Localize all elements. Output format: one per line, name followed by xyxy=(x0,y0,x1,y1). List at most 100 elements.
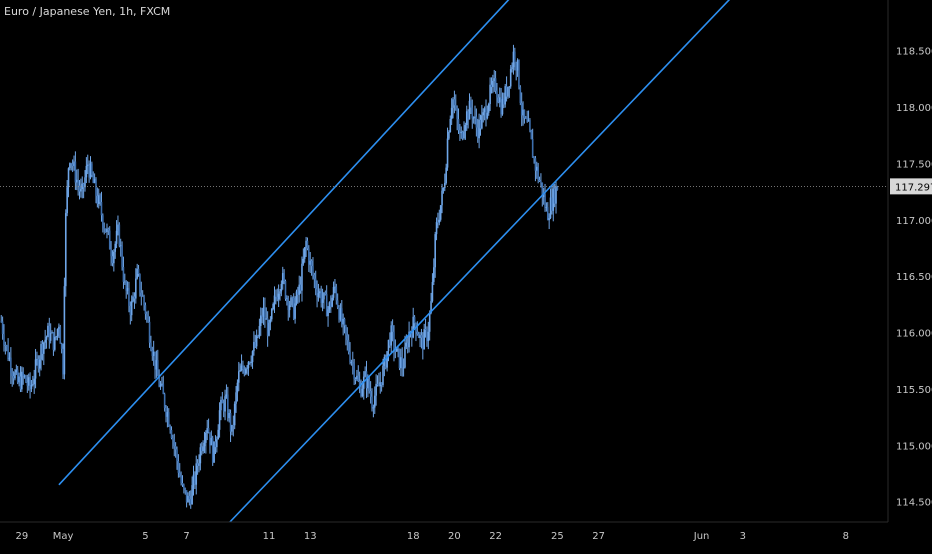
y-tick-label: 118.000 xyxy=(896,103,932,114)
candle-body xyxy=(483,108,486,113)
candle-body xyxy=(232,424,235,426)
candle-body xyxy=(93,179,96,183)
candle-body xyxy=(419,335,421,338)
candle-body xyxy=(331,297,333,307)
candle-body xyxy=(235,392,237,404)
candle-body xyxy=(346,335,349,341)
candle-body xyxy=(431,281,434,302)
candle-body xyxy=(239,370,241,372)
candle-body xyxy=(159,385,162,387)
candle-body xyxy=(262,307,265,317)
candle-body xyxy=(169,426,171,431)
candle-body xyxy=(442,187,445,191)
x-tick-label: 29 xyxy=(15,531,28,542)
candle-body xyxy=(62,348,64,375)
channel-lines[interactable] xyxy=(58,0,761,523)
candle-body xyxy=(152,351,155,356)
candle-body xyxy=(177,461,180,473)
candle-body xyxy=(32,384,34,386)
candle-body xyxy=(162,383,165,395)
candle-body xyxy=(254,341,257,347)
candle-body xyxy=(270,309,273,320)
candle-body xyxy=(398,348,401,369)
candle-body xyxy=(492,80,494,88)
candle-body xyxy=(283,273,285,281)
candle-body xyxy=(244,369,247,374)
candle-body xyxy=(520,102,523,116)
candle-body xyxy=(52,332,55,350)
candle-body xyxy=(69,163,71,169)
candle-body xyxy=(412,316,415,338)
candle-body xyxy=(518,60,520,88)
candle-body xyxy=(199,447,202,464)
candle-body xyxy=(129,305,132,316)
candle-body xyxy=(224,396,226,412)
candle-body xyxy=(353,363,355,379)
candle-body xyxy=(92,174,95,183)
candle-body xyxy=(548,218,550,221)
time-axis[interactable]: 29 May 5 7 11 13 18 20 22 25 27 Jun 3 8 xyxy=(0,521,888,542)
candle-body xyxy=(321,299,324,303)
candle-body xyxy=(3,334,5,345)
candle-body xyxy=(196,463,199,466)
candle-body xyxy=(523,109,526,119)
candle-body xyxy=(464,125,467,132)
candle-body xyxy=(354,378,357,380)
candle-body xyxy=(29,377,31,390)
current-price-badge xyxy=(890,178,932,195)
candle-body xyxy=(350,361,353,363)
candle-body xyxy=(163,394,166,408)
candle-body xyxy=(555,186,557,204)
candle-body xyxy=(221,399,224,404)
candle-body xyxy=(82,183,85,188)
candle-body xyxy=(450,107,453,120)
y-tick-label: 115.000 xyxy=(896,441,932,452)
candle-body xyxy=(556,186,559,190)
y-tick-label: 115.500 xyxy=(896,385,932,396)
candle-body xyxy=(47,325,49,337)
candle-body xyxy=(71,163,74,166)
candle-body xyxy=(189,499,192,504)
chart-title: Euro / Japanese Yen, 1h, FXCM xyxy=(4,5,171,18)
candle-body xyxy=(549,197,552,219)
candle-body xyxy=(476,127,479,139)
candle-body xyxy=(512,51,515,68)
candle-body xyxy=(303,247,306,259)
candle-body xyxy=(37,358,40,369)
candle-body xyxy=(66,187,68,214)
candle-body xyxy=(45,336,48,340)
candle-body xyxy=(471,107,474,119)
candle-body xyxy=(439,205,442,220)
candle-body xyxy=(60,343,63,349)
candle-body xyxy=(264,307,266,320)
candle-body xyxy=(207,428,210,433)
candle-body xyxy=(205,432,207,443)
price-series xyxy=(0,44,559,509)
candle-body xyxy=(217,429,220,440)
candle-body xyxy=(508,86,511,88)
candle-body xyxy=(369,391,372,397)
candle-body xyxy=(23,375,26,377)
channel-line-lower xyxy=(229,0,731,523)
candle-body xyxy=(238,371,240,383)
candle-body xyxy=(121,245,123,267)
candle-body xyxy=(281,273,284,284)
candle-body xyxy=(551,197,553,211)
x-tick-label: 18 xyxy=(407,531,420,542)
candle-body xyxy=(104,228,107,233)
price-axis[interactable]: 118.500 118.000 117.500 117.000 116.500 116.0… xyxy=(887,0,932,522)
candle-body xyxy=(404,346,406,368)
candle-body xyxy=(467,111,469,120)
x-tick-label: 25 xyxy=(551,531,564,542)
candle-body xyxy=(147,316,149,322)
candle-body xyxy=(382,365,384,386)
candle-body xyxy=(313,274,316,279)
candle-body xyxy=(376,383,379,385)
candle-body xyxy=(210,437,213,446)
candle-body xyxy=(150,342,152,351)
candle-body xyxy=(11,373,14,376)
candle-body xyxy=(505,86,508,97)
candle-body xyxy=(240,365,243,371)
